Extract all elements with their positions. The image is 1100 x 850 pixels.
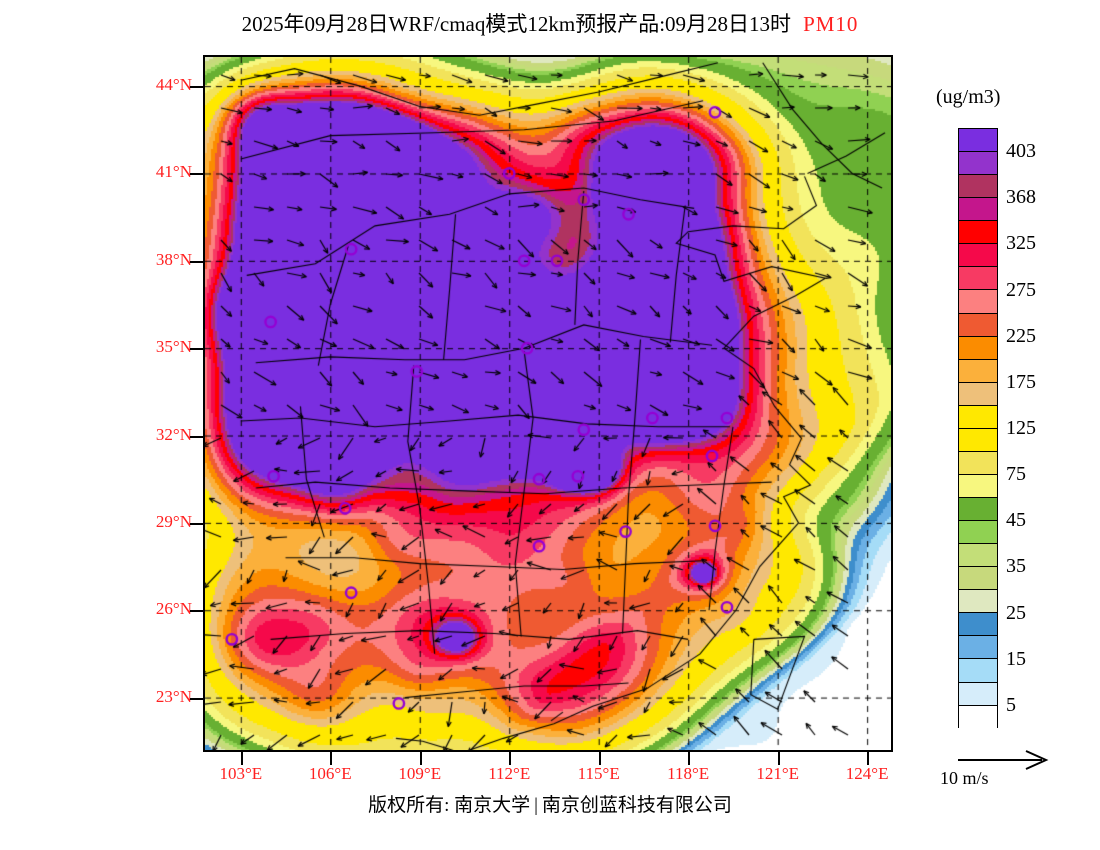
colorbar-label-45: 45	[1006, 509, 1026, 532]
lon-label-124°E: 124°E	[845, 764, 889, 783]
colorbar-label-15: 15	[1006, 647, 1026, 670]
lat-tick	[190, 610, 203, 613]
title-main-text: 2025年09月28日WRF/cmaq模式12km预报产品:09月28日13时	[241, 12, 792, 36]
lat-tick	[190, 522, 203, 525]
lat-label-26°N: 26°N	[155, 599, 192, 619]
lon-label-118°E: 118°E	[667, 764, 710, 783]
lat-label-23°N: 23°N	[155, 686, 192, 706]
lon-tick	[509, 752, 512, 765]
colorbar[interactable]	[958, 128, 998, 729]
colorbar-band-10	[959, 359, 997, 383]
lon-tick	[330, 752, 333, 765]
lat-label-44°N: 44°N	[155, 75, 192, 95]
colorbar-band-7	[959, 290, 997, 314]
colorbar-label-175: 175	[1006, 370, 1036, 393]
lon-tick	[240, 752, 243, 765]
colorbar-band-1	[959, 152, 997, 176]
colorbar-band-23	[959, 659, 997, 683]
lon-tick	[688, 752, 691, 765]
lat-tick	[190, 86, 203, 89]
colorbar-label-5: 5	[1006, 693, 1016, 716]
colorbar-band-12	[959, 405, 997, 429]
colorbar-label-75: 75	[1006, 463, 1026, 486]
right-arrow-icon	[958, 750, 1049, 770]
lat-tick	[190, 173, 203, 176]
colorbar-band-17	[959, 521, 997, 545]
colorbar-label-403: 403	[1006, 140, 1036, 163]
footer-owner: 版权所有: 南京大学	[368, 795, 531, 816]
colorbar-label-275: 275	[1006, 278, 1036, 301]
colorbar-band-4	[959, 221, 997, 245]
lat-label-32°N: 32°N	[155, 424, 192, 444]
lat-tick	[190, 435, 203, 438]
colorbar-unit-label: (ug/m3)	[936, 86, 1001, 108]
lon-label-109°E: 109°E	[398, 764, 442, 783]
lat-tick	[190, 697, 203, 700]
colorbar-band-15	[959, 474, 997, 498]
page-title: 2025年09月28日WRF/cmaq模式12km预报产品:09月28日13时 P…	[0, 8, 1100, 38]
lat-label-29°N: 29°N	[155, 511, 192, 531]
lon-tick	[598, 752, 601, 765]
colorbar-band-9	[959, 336, 997, 360]
title-pollutant-label: PM10	[803, 12, 859, 36]
lon-tick	[867, 752, 870, 765]
lon-label-112°E: 112°E	[488, 764, 531, 783]
colorbar-band-5	[959, 244, 997, 268]
lat-tick	[190, 348, 203, 351]
footer-copyright: 版权所有: 南京大学 | 南京创蓝科技有限公司	[0, 790, 1100, 817]
lon-tick	[777, 752, 780, 765]
lat-tick	[190, 260, 203, 263]
footer-separator: |	[534, 795, 538, 816]
wind-scale-legend: 10 m/s	[940, 748, 1076, 794]
colorbar-label-35: 35	[1006, 555, 1026, 578]
lon-label-121°E: 121°E	[756, 764, 799, 783]
lon-label-103°E: 103°E	[219, 764, 263, 783]
colorbar-band-11	[959, 382, 997, 406]
lat-label-41°N: 41°N	[155, 162, 192, 182]
map-overlay-canvas	[205, 57, 891, 750]
colorbar-band-22	[959, 636, 997, 660]
lat-label-38°N: 38°N	[155, 249, 192, 269]
colorbar-band-3	[959, 198, 997, 222]
lat-label-35°N: 35°N	[155, 337, 192, 357]
colorbar-band-8	[959, 313, 997, 337]
colorbar-band-18	[959, 544, 997, 568]
colorbar-band-24	[959, 682, 997, 706]
colorbar-label-225: 225	[1006, 324, 1036, 347]
colorbar-label-125: 125	[1006, 417, 1036, 439]
colorbar-band-20	[959, 590, 997, 614]
footer-company: 南京创蓝科技有限公司	[541, 795, 732, 816]
colorbar-label-325: 325	[1006, 232, 1036, 255]
wind-scale-label: 10 m/s	[940, 768, 989, 788]
colorbar-band-19	[959, 567, 997, 591]
forecast-map[interactable]	[203, 55, 893, 752]
lon-tick	[419, 752, 422, 765]
colorbar-band-2	[959, 175, 997, 199]
colorbar-band-16	[959, 498, 997, 522]
colorbar-band-6	[959, 267, 997, 291]
colorbar-band-25	[959, 705, 997, 729]
lon-label-106°E: 106°E	[308, 764, 352, 783]
colorbar-label-25: 25	[1006, 601, 1026, 624]
colorbar-label-368: 368	[1006, 186, 1036, 209]
lon-label-115°E: 115°E	[577, 764, 620, 783]
colorbar-band-21	[959, 613, 997, 637]
colorbar-band-13	[959, 428, 997, 452]
colorbar-band-14	[959, 451, 997, 475]
colorbar-band-0	[959, 129, 997, 153]
